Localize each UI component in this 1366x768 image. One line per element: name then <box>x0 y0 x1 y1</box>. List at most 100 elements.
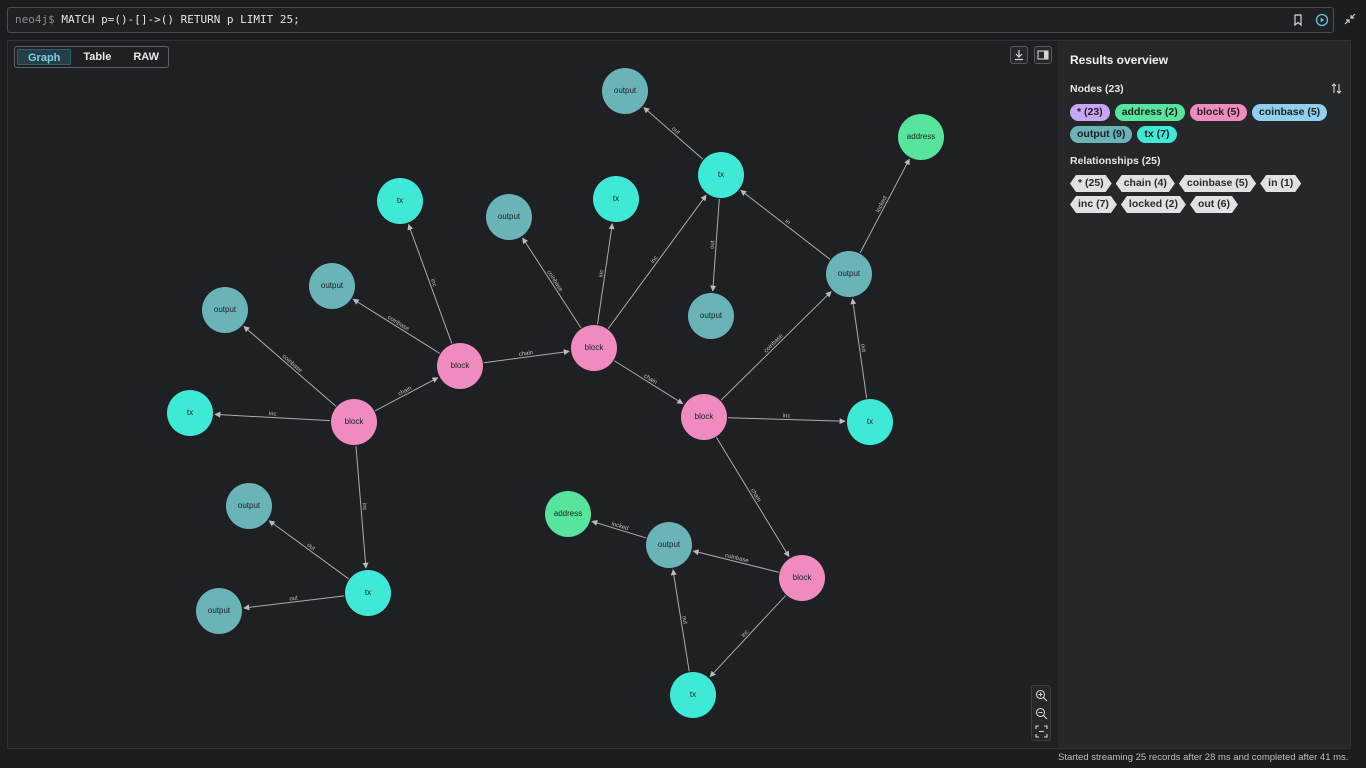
graph-node-tx[interactable]: tx <box>345 570 391 616</box>
collapse-icon[interactable] <box>1343 12 1357 26</box>
tab-raw[interactable]: RAW <box>133 51 159 63</box>
graph-node-output[interactable]: output <box>602 68 648 114</box>
node-circle[interactable] <box>602 68 648 114</box>
relationship-edge[interactable] <box>727 417 846 425</box>
graph-node-output[interactable]: output <box>688 293 734 339</box>
node-circle[interactable] <box>545 491 591 537</box>
node-circle[interactable] <box>898 114 944 160</box>
graph-node-block[interactable]: block <box>779 555 825 601</box>
relationship-type-chip[interactable]: inc (7) <box>1070 196 1117 213</box>
relationship-edge[interactable] <box>643 107 704 160</box>
relationship-edge[interactable] <box>740 189 831 260</box>
node-circle[interactable] <box>646 522 692 568</box>
relationship-edge[interactable] <box>850 298 868 399</box>
relationship-edge[interactable] <box>720 291 832 401</box>
node-circle[interactable] <box>688 293 734 339</box>
relationship-edge[interactable] <box>716 437 790 558</box>
graph-node-block[interactable]: block <box>437 343 483 389</box>
node-circle[interactable] <box>345 570 391 616</box>
graph-node-tx[interactable]: tx <box>847 399 893 445</box>
node-circle[interactable] <box>670 672 716 718</box>
node-circle[interactable] <box>202 287 248 333</box>
relationship-edge[interactable] <box>591 520 647 539</box>
graph-node-tx[interactable]: tx <box>698 152 744 198</box>
node-circle[interactable] <box>331 399 377 445</box>
graph-node-output[interactable]: output <box>486 194 532 240</box>
tab-graph[interactable]: Graph <box>17 49 72 65</box>
node-circle[interactable] <box>377 178 423 224</box>
relationship-edge[interactable] <box>243 595 345 611</box>
graph-node-output[interactable]: output <box>226 483 272 529</box>
graph-node-output[interactable]: output <box>826 251 872 297</box>
relationship-edge[interactable] <box>522 237 582 329</box>
graph-node-tx[interactable]: tx <box>167 390 213 436</box>
fit-to-screen-icon[interactable] <box>1035 725 1048 738</box>
query-text[interactable]: neo4j$ MATCH p=()-[]->() RETURN p LIMIT … <box>15 13 300 26</box>
node-label-chip[interactable]: coinbase (5) <box>1251 104 1328 121</box>
relationship-type-chip[interactable]: coinbase (5) <box>1179 175 1256 192</box>
relationship-edge[interactable] <box>352 298 440 354</box>
graph-node-block[interactable]: block <box>331 399 377 445</box>
graph-node-tx[interactable]: tx <box>670 672 716 718</box>
relationship-edge[interactable] <box>597 223 615 325</box>
graph-node-output[interactable]: output <box>309 263 355 309</box>
graph-node-address[interactable]: address <box>898 114 944 160</box>
tab-table[interactable]: Table <box>83 51 112 63</box>
relationship-edge[interactable] <box>607 194 707 329</box>
relationship-edge[interactable] <box>709 595 787 678</box>
relationship-edge[interactable] <box>374 377 439 412</box>
node-circle[interactable] <box>309 263 355 309</box>
relationship-edge[interactable] <box>692 549 779 573</box>
node-circle[interactable] <box>847 399 893 445</box>
sort-icon[interactable] <box>1330 82 1343 95</box>
relationship-edge[interactable] <box>214 411 331 422</box>
graph-node-block[interactable]: block <box>681 394 727 440</box>
graph-node-output[interactable]: output <box>646 522 692 568</box>
run-query-icon[interactable] <box>1315 13 1329 27</box>
relationship-edge[interactable] <box>710 198 720 292</box>
relationship-type-chip[interactable]: locked (2) <box>1121 196 1186 213</box>
relationship-type-chip[interactable]: out (6) <box>1190 196 1238 213</box>
zoom-out-icon[interactable] <box>1035 707 1048 720</box>
node-circle[interactable] <box>593 176 639 222</box>
node-label-chip[interactable]: block (5) <box>1189 104 1247 121</box>
node-circle[interactable] <box>571 325 617 371</box>
node-label-chip[interactable]: * (23) <box>1070 104 1110 121</box>
node-caption: output <box>658 540 681 549</box>
node-circle[interactable] <box>167 390 213 436</box>
relationship-edge[interactable] <box>670 569 690 672</box>
relationship-edge[interactable] <box>268 520 349 580</box>
graph-node-address[interactable]: address <box>545 491 591 537</box>
relationship-edge[interactable] <box>859 158 910 253</box>
node-label-chip[interactable]: address (2) <box>1114 104 1185 121</box>
graph-node-tx[interactable]: tx <box>593 176 639 222</box>
query-editor[interactable]: neo4j$ MATCH p=()-[]->() RETURN p LIMIT … <box>7 7 1334 33</box>
relationship-edge[interactable] <box>407 223 453 344</box>
node-label-chip[interactable]: tx (7) <box>1137 126 1177 143</box>
bookmark-icon[interactable] <box>1291 13 1305 27</box>
graph-node-tx[interactable]: tx <box>377 178 423 224</box>
download-button[interactable] <box>1010 46 1028 64</box>
relationship-edge[interactable] <box>614 360 684 405</box>
node-circle[interactable] <box>681 394 727 440</box>
node-circle[interactable] <box>437 343 483 389</box>
relationship-edge[interactable] <box>243 325 337 407</box>
graph-node-block[interactable]: block <box>571 325 617 371</box>
relationship-type-chip[interactable]: chain (4) <box>1116 175 1175 192</box>
node-label-chip[interactable]: output (9) <box>1070 126 1133 143</box>
toggle-panel-button[interactable] <box>1034 46 1052 64</box>
node-circle[interactable] <box>196 588 242 634</box>
node-circle[interactable] <box>486 194 532 240</box>
node-circle[interactable] <box>779 555 825 601</box>
relationship-edge[interactable] <box>355 445 369 569</box>
graph-node-output[interactable]: output <box>202 287 248 333</box>
node-circle[interactable] <box>826 251 872 297</box>
node-circle[interactable] <box>226 483 272 529</box>
relationship-type-chip[interactable]: * (25) <box>1070 175 1112 192</box>
relationship-edge[interactable] <box>483 349 570 364</box>
graph-node-output[interactable]: output <box>196 588 242 634</box>
node-circle[interactable] <box>698 152 744 198</box>
relationship-type-chip[interactable]: in (1) <box>1260 175 1301 192</box>
zoom-in-icon[interactable] <box>1035 689 1048 702</box>
